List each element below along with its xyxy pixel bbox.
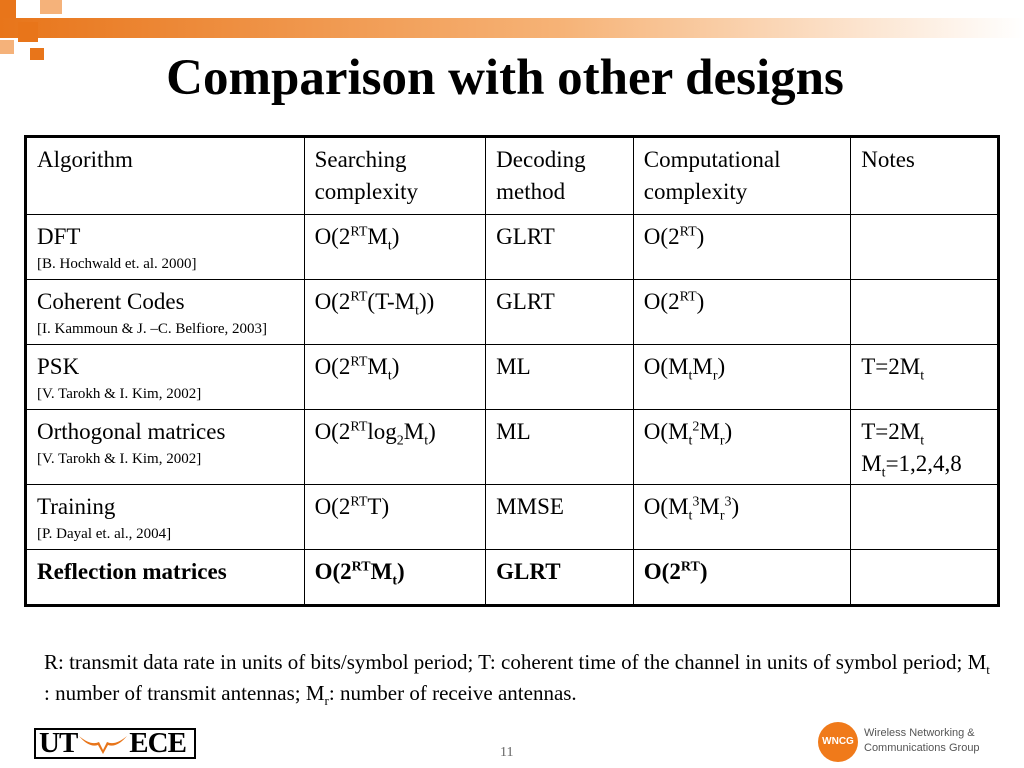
notes-cell — [850, 484, 999, 550]
computational-complexity-cell: O(2RT) — [632, 549, 852, 606]
header-gradient-bar — [0, 18, 1024, 38]
decor-square — [0, 0, 16, 18]
header-computational-complexity: Computational complexity — [632, 136, 852, 215]
decoding-method-cell: ML — [485, 409, 634, 485]
table-row: Orthogonal matrices [V. Tarokh & I. Kim,… — [25, 409, 999, 485]
decoding-method-cell: GLRT — [485, 279, 634, 345]
table-row: Coherent Codes [I. Kammoun & J. –C. Belf… — [25, 279, 999, 345]
header-algorithm: Algorithm — [25, 136, 305, 215]
reference-citation: [B. Hochwald et. al. 2000] — [37, 256, 197, 272]
decor-square — [40, 0, 62, 14]
algorithm-cell: DFT [B. Hochwald et. al. 2000] — [25, 214, 305, 280]
computational-complexity-cell: O(2RT) — [632, 214, 852, 280]
wncg-logo: WNCG Wireless Networking & Communication… — [818, 720, 1018, 764]
algorithm-name: Coherent Codes — [37, 289, 185, 314]
footnote: R: transmit data rate in units of bits/s… — [44, 650, 990, 709]
searching-complexity-cell: O(2RTlog2Mt) — [303, 409, 487, 485]
decor-square — [30, 48, 44, 60]
wncg-name: Wireless Networking & Communications Gro… — [864, 726, 980, 756]
ece-logo-text: ECE — [129, 727, 187, 759]
searching-complexity-cell: O(2RTMt) — [303, 344, 487, 410]
page-number: 11 — [500, 745, 514, 760]
notes-cell: T=2Mt Mt=1,2,4,8 — [850, 409, 999, 485]
algorithm-cell: PSK [V. Tarokh & I. Kim, 2002] — [25, 344, 305, 410]
searching-complexity-cell: O(2RT(T-Mt)) — [303, 279, 487, 345]
slide-title: Comparison with other designs — [166, 50, 844, 106]
table-row-highlight: Reflection matrices O(2RTMt) GLRT O(2RT) — [25, 549, 999, 606]
decoding-method-cell: GLRT — [485, 549, 634, 606]
reference-citation: [I. Kammoun & J. –C. Belfiore, 2003] — [37, 321, 267, 337]
table-row: PSK [V. Tarokh & I. Kim, 2002] O(2RTMt) … — [25, 344, 999, 410]
wncg-name-line1: Wireless Networking & — [864, 727, 975, 739]
notes-cell: T=2Mt — [850, 344, 999, 410]
computational-complexity-cell: O(Mt2Mr) — [632, 409, 852, 485]
table-row: DFT [B. Hochwald et. al. 2000] O(2RTMt) … — [25, 214, 999, 280]
algorithm-name: Reflection matrices — [37, 559, 227, 584]
longhorn-icon — [79, 735, 128, 754]
reference-citation: [V. Tarokh & I. Kim, 2002] — [37, 451, 202, 467]
computational-complexity-cell: O(Mt3Mr3) — [632, 484, 852, 550]
searching-complexity-cell: O(2RTT) — [303, 484, 487, 550]
algorithm-cell: Coherent Codes [I. Kammoun & J. –C. Belf… — [25, 279, 305, 345]
algorithm-name: Orthogonal matrices — [37, 419, 226, 444]
notes-cell — [850, 549, 999, 606]
table-row: Training [P. Dayal et. al., 2004] O(2RTT… — [25, 484, 999, 550]
decoding-method-cell: ML — [485, 344, 634, 410]
computational-complexity-cell: O(MtMr) — [632, 344, 852, 410]
decoding-method-cell: GLRT — [485, 214, 634, 280]
algorithm-name: DFT — [37, 224, 81, 249]
reference-citation: [P. Dayal et. al., 2004] — [37, 526, 172, 542]
header-searching-complexity: Searching complexity — [303, 136, 487, 215]
computational-complexity-cell: O(2RT) — [632, 279, 852, 345]
wncg-badge-icon: WNCG — [818, 722, 858, 762]
notes-cell — [850, 279, 999, 345]
algorithm-cell: Training [P. Dayal et. al., 2004] — [25, 484, 305, 550]
searching-complexity-cell: O(2RTMt) — [303, 214, 487, 280]
algorithm-cell: Orthogonal matrices [V. Tarokh & I. Kim,… — [25, 409, 305, 485]
decor-square — [18, 22, 38, 42]
comparison-table: Algorithm Searching complexity Decoding … — [24, 135, 1000, 607]
algorithm-name: Training — [37, 494, 116, 519]
algorithm-cell: Reflection matrices — [25, 549, 305, 606]
header-notes: Notes — [850, 136, 999, 215]
reference-citation: [V. Tarokh & I. Kim, 2002] — [37, 386, 202, 402]
decor-square — [0, 40, 14, 54]
searching-complexity-cell: O(2RTMt) — [303, 549, 487, 606]
ut-ece-logo: UT ECE — [34, 727, 196, 759]
notes-cell — [850, 214, 999, 280]
wncg-name-line2: Communications Group — [864, 742, 980, 754]
ut-logo-text: UT — [39, 727, 78, 759]
header-decoding-method: Decoding method — [485, 136, 634, 215]
table-header-row: Algorithm Searching complexity Decoding … — [25, 136, 999, 215]
decoding-method-cell: MMSE — [485, 484, 634, 550]
algorithm-name: PSK — [37, 354, 80, 379]
